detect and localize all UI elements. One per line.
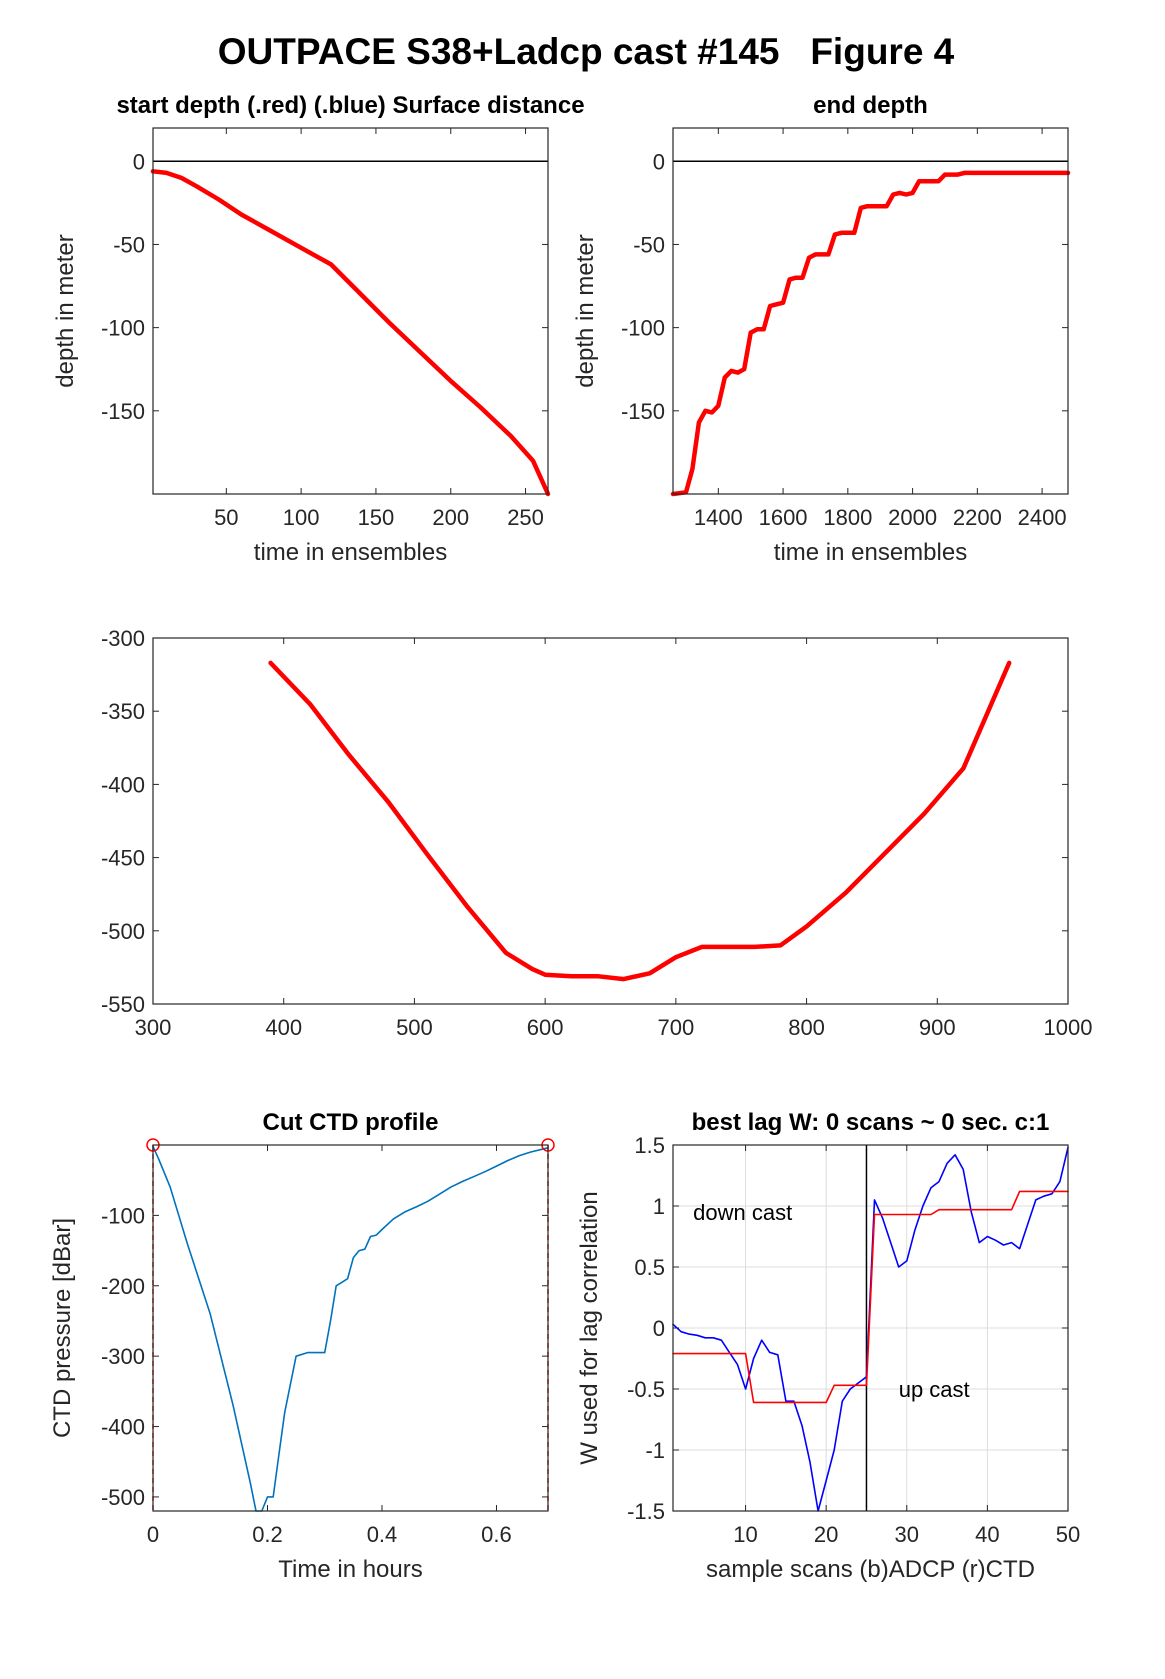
chart-title: start depth (.red) (.blue) Surface dista… [116, 92, 584, 119]
y-axis-label: depth in meter [52, 234, 79, 387]
chart-ctd: 0 0.2 0.4 0.6 -100 -200 -300 -400 -500 Cut CTD pr… [49, 1109, 555, 1583]
x-axis-label: time in ensembles [254, 539, 447, 566]
x-tick-label: 1400 [694, 505, 743, 530]
y-tick-label: 0 [133, 149, 145, 174]
chart-title: end depth [813, 92, 928, 119]
x-tick-label: 10 [733, 1522, 757, 1547]
y-tick-label: -550 [101, 992, 145, 1017]
y-tick-label: -500 [101, 919, 145, 944]
plot-area [153, 128, 548, 494]
axes-box [672, 127, 1069, 495]
x-tick-label: 500 [396, 1015, 433, 1040]
annotation: up cast [899, 1377, 970, 1402]
chart-middle: 300 400 500 600 700 800 900 1000 -300 -350 -400 -45… [101, 626, 1093, 1040]
x-axis-label: sample scans (b)ADCP (r)CTD [706, 1556, 1035, 1583]
plot-area [153, 638, 1068, 1004]
series-line [152, 1145, 549, 1512]
x-tick-label: 40 [975, 1522, 999, 1547]
x-axis-label: time in ensembles [774, 539, 967, 566]
y-tick-label: -150 [621, 399, 665, 424]
figure-title: OUTPACE S38+Ladcp cast #145 Figure 4 [218, 31, 955, 72]
series-line [670, 170, 1071, 497]
y-tick-label: -300 [101, 1344, 145, 1369]
x-tick-label: 150 [358, 505, 395, 530]
y-tick-label: -100 [101, 316, 145, 341]
x-tick-label: 2400 [1018, 505, 1067, 530]
chart-lag: 10 20 30 40 50 1.5 1 0.5 0 -0.5 -1 -1.5 down cast up … [576, 1109, 1080, 1583]
x-tick-label: 2000 [888, 505, 937, 530]
x-tick-label: 0.4 [367, 1522, 398, 1547]
series-line [268, 660, 1012, 982]
annotation: down cast [693, 1200, 792, 1225]
y-tick-label: -50 [633, 232, 665, 257]
x-axis-label: Time in hours [278, 1556, 423, 1583]
x-tick-label: 250 [507, 505, 544, 530]
axes-box [152, 1144, 549, 1512]
x-tick-label: 2200 [953, 505, 1002, 530]
x-tick-label: 100 [283, 505, 320, 530]
y-tick-label: -450 [101, 846, 145, 871]
y-tick-label: -200 [101, 1274, 145, 1299]
x-tick-label: 50 [214, 505, 238, 530]
y-tick-label: 1.5 [634, 1133, 665, 1158]
y-axis-label: W used for lag correlation [576, 1191, 603, 1464]
y-tick-label: -350 [101, 699, 145, 724]
y-axis-label: CTD pressure [dBar] [49, 1218, 76, 1438]
series-line [672, 1190, 1069, 1404]
y-tick-label: -300 [101, 626, 145, 651]
axes-box [672, 1144, 1069, 1512]
x-tick-label: 900 [919, 1015, 956, 1040]
x-tick-label: 1800 [823, 505, 872, 530]
series-line [150, 169, 551, 497]
y-axis-label: depth in meter [572, 234, 599, 387]
x-tick-label: 1000 [1044, 1015, 1093, 1040]
chart-title: best lag W: 0 scans ~ 0 sec. c:1 [692, 1109, 1050, 1136]
x-tick-label: 0.6 [481, 1522, 512, 1547]
chart-end: 1400 1600 1800 2000 2200 2400 0 -50 -100 -150 end … [572, 92, 1071, 566]
y-tick-label: 0 [653, 149, 665, 174]
plot-area [673, 128, 1068, 494]
y-tick-label: -1.5 [627, 1499, 665, 1524]
y-tick-label: -0.5 [627, 1377, 665, 1402]
y-tick-label: -400 [101, 772, 145, 797]
y-tick-label: -400 [101, 1415, 145, 1440]
x-tick-label: 30 [895, 1522, 919, 1547]
y-tick-label: -1 [645, 1438, 665, 1463]
plot-area [153, 1145, 548, 1511]
x-tick-label: 0.2 [252, 1522, 283, 1547]
x-tick-label: 200 [432, 505, 469, 530]
chart-title: Cut CTD profile [263, 1109, 439, 1136]
x-tick-label: 300 [135, 1015, 172, 1040]
y-tick-label: -150 [101, 399, 145, 424]
x-tick-label: 700 [657, 1015, 694, 1040]
axes-box [152, 127, 549, 495]
y-tick-label: 0 [653, 1316, 665, 1341]
axes-box [152, 637, 1069, 1005]
y-tick-label: -100 [101, 1203, 145, 1228]
x-tick-label: 0 [147, 1522, 159, 1547]
y-tick-label: -500 [101, 1485, 145, 1510]
y-tick-label: -50 [113, 232, 145, 257]
y-tick-label: -100 [621, 316, 665, 341]
x-tick-label: 20 [814, 1522, 838, 1547]
x-tick-label: 600 [527, 1015, 564, 1040]
chart-start: 50 100 150 200 250 0 -50 -100 -150 start depth (.… [52, 92, 585, 566]
x-tick-label: 400 [265, 1015, 302, 1040]
x-tick-label: 800 [788, 1015, 825, 1040]
x-tick-label: 1600 [759, 505, 808, 530]
y-tick-label: 0.5 [634, 1255, 665, 1280]
y-tick-label: 1 [653, 1194, 665, 1219]
x-tick-label: 50 [1056, 1522, 1080, 1547]
